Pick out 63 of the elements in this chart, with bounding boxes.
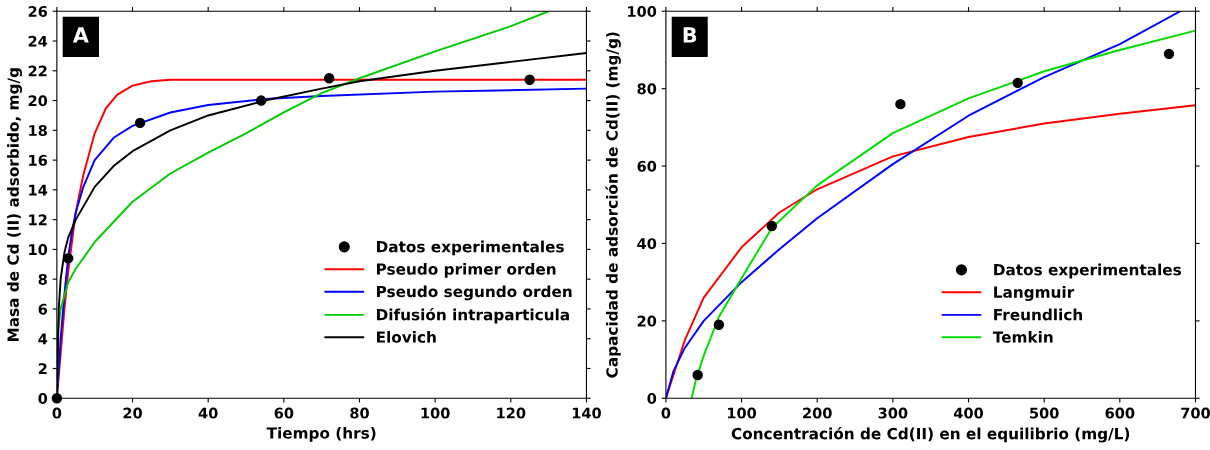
y-tick-label: 10 [29,244,48,256]
x-axis-title: Tiempo (hrs) [266,426,376,442]
point [713,319,725,330]
legend-label: Datos experimentales [377,240,564,256]
legend-label: Temkin [992,331,1053,343]
point [524,74,535,85]
point [51,393,63,404]
x-tick-label: 0 [661,407,671,419]
x-tick-label: 140 [572,407,601,419]
legend-label: Pseudo primer orden [377,263,556,278]
x-tick-label: 120 [497,407,526,419]
x-tick-label: 20 [123,407,142,419]
legend-label: Difusión intraparticula [377,307,569,324]
y-tick-label: 2 [38,363,47,375]
y-axis-title: Masa de Cd (II) adsorbido, mg/g [7,68,22,342]
x-tick-label: 600 [1105,407,1135,419]
y-tick-label: 80 [637,83,657,95]
point [1163,48,1175,60]
point [895,98,906,110]
point [1012,77,1023,89]
x-tick-label: 700 [1181,407,1210,419]
y-tick-label: 100 [628,5,657,17]
point [324,73,335,84]
point [766,220,778,232]
x-tick-label: 400 [953,407,984,419]
x-tick-label: 40 [198,407,218,419]
x-tick-label: 200 [803,407,832,419]
y-axis-title: Capacidad de adsorción de Cd(II) (mg/g) [605,32,621,378]
legend-label: Datos experimentales [994,263,1181,279]
x-tick-label: 60 [274,407,294,419]
y-tick-label: 6 [38,303,48,315]
point [692,369,703,381]
legend-label: Langmuir [994,286,1075,301]
y-tick-label: 40 [637,238,657,250]
legend-label: Pseudo segundo orden [377,285,572,301]
y-tick-label: 8 [38,273,47,285]
y-tick-label: 26 [28,5,48,17]
legend-label: Elovich [377,331,436,343]
x-axis-title: Concentración de Cd(II) en el equilibrio (mg/L) [731,426,1130,443]
y-tick-label: 0 [647,392,657,404]
y-tick-label: 20 [28,95,48,107]
point [255,95,267,106]
point [63,253,74,264]
y-tick-label: 4 [38,333,48,345]
y-tick-label: 0 [38,392,48,404]
y-tick-label: 14 [29,184,48,196]
x-tick-label: 500 [1030,407,1059,419]
x-tick-label: 300 [878,407,908,419]
x-tick-label: 0 [52,407,62,419]
annotation: B [683,27,697,43]
y-tick-label: 60 [637,160,657,172]
y-tick-label: 22 [28,65,47,77]
x-tick-label: 100 [421,407,450,419]
y-tick-label: 16 [29,154,48,166]
y-tick-label: 18 [29,125,47,137]
x-tick-label: 80 [350,407,369,419]
legend-label: Freundlich [994,308,1083,321]
x-tick-label: 100 [727,407,757,419]
y-tick-label: 24 [28,35,48,47]
y-tick-label: 20 [637,315,657,327]
point [134,117,146,129]
y-tick-label: 12 [29,214,47,226]
annotation: A [72,27,89,43]
